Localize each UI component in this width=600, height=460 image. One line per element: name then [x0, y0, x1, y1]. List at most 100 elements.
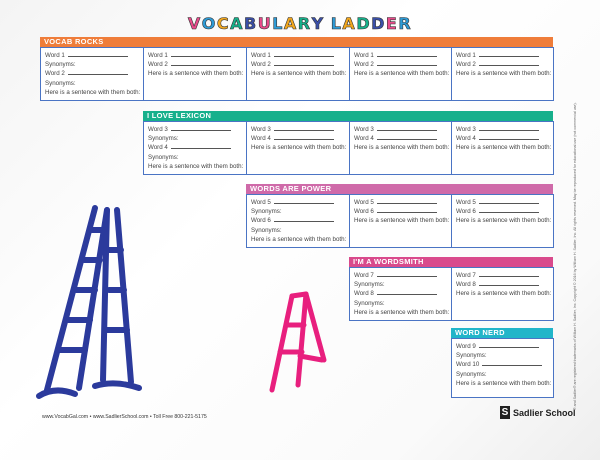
worksheet-cell[interactable]: Word 3 Word 4 Here is a sentence with them… — [451, 121, 554, 175]
title-letter: L — [272, 14, 284, 34]
blank-line[interactable] — [273, 125, 334, 131]
pink-step-ladder-illustration — [269, 291, 327, 393]
word-label: Word 3 — [456, 126, 476, 133]
sadlier-s-icon: S — [500, 406, 510, 419]
worksheet-cell[interactable]: Word 1 Synonyms: Word 2 Synonyms: Here is a … — [40, 47, 144, 101]
worksheet-cell[interactable]: Word 1 Word 2 Here is a sentence with them… — [246, 47, 350, 101]
cell-line: Synonyms: — [354, 299, 447, 308]
blue-ladder-illustration — [36, 205, 142, 399]
blank-line[interactable] — [273, 60, 334, 67]
blank-line[interactable] — [376, 125, 437, 131]
worksheet-cell[interactable]: Word 3 Word 4 Here is a sentence with them… — [246, 121, 350, 175]
blank-line[interactable] — [170, 125, 231, 131]
blank-line[interactable] — [478, 342, 539, 348]
word-label: Word 5 — [456, 199, 476, 206]
cell-line: Word 1 — [148, 51, 242, 60]
title-letter: L — [330, 14, 343, 34]
blank-line[interactable] — [67, 69, 128, 76]
worksheet-cell[interactable]: Word 1 Word 2 Here is a sentence with them… — [349, 47, 452, 101]
blank-line[interactable] — [478, 134, 539, 141]
word-label: Word 1 — [456, 52, 476, 59]
title-letter: A — [230, 14, 244, 34]
sentence-label: Here is a sentence with them both: — [251, 144, 347, 152]
word-label: Word 2 — [354, 61, 374, 69]
cell-line: Word 2 — [148, 60, 242, 69]
cell-line: Word 3 — [148, 125, 242, 134]
brand-name: Sadlier School — [513, 407, 576, 418]
blank-line[interactable] — [376, 271, 437, 277]
word-label: Word 1 — [354, 52, 374, 59]
blank-line[interactable] — [478, 51, 539, 57]
word-label: Word 2 — [456, 61, 476, 69]
worksheet-cell[interactable]: Word 3 Synonyms: Word 4 Synonyms: Here is a … — [143, 121, 247, 175]
synonyms-label: Synonyms: — [45, 79, 76, 87]
blank-line[interactable] — [478, 271, 539, 277]
title-letter: D — [356, 14, 372, 34]
title-letter: B — [244, 14, 258, 34]
word-label: Word 5 — [354, 199, 374, 206]
blank-line[interactable] — [273, 51, 334, 57]
synonyms-label: Synonyms: — [148, 153, 179, 161]
synonyms-label: Synonyms: — [148, 135, 179, 143]
sentence-label: Here is a sentence with them both: — [45, 88, 141, 96]
synonyms-label: Synonyms: — [456, 370, 487, 378]
cell-line: Word 2 — [45, 69, 139, 78]
cell-line: Synonyms: — [148, 153, 242, 162]
blank-line[interactable] — [376, 60, 437, 67]
blank-line[interactable] — [482, 360, 543, 367]
cell-line: Here is a sentence with them both: — [148, 69, 243, 78]
worksheet-cell[interactable]: Word 3 Word 4 Here is a sentence with them… — [349, 121, 452, 175]
cell-line: Here is a sentence with them both: — [251, 69, 346, 78]
blank-line[interactable] — [478, 207, 539, 214]
worksheet-cell[interactable]: Word 5 Word 6 Here is a sentence with them… — [349, 194, 452, 248]
cell-line: Word 5 — [251, 198, 345, 207]
cell-line: Word 1 — [251, 51, 345, 60]
blank-line[interactable] — [170, 143, 231, 150]
cell-line: Word 8 — [456, 280, 549, 289]
cell-line: Word 6 — [456, 207, 549, 216]
blank-line[interactable] — [376, 207, 437, 214]
worksheet-cell[interactable]: Word 5 Synonyms: Word 6 Synonyms: Here is a … — [246, 194, 350, 248]
blank-line[interactable] — [478, 60, 539, 67]
sentence-label: Here is a sentence with them both: — [456, 70, 552, 78]
worksheet-cell[interactable]: Word 7 Synonyms: Word 8 Synonyms: Here is a … — [349, 267, 452, 321]
word-label: Word 3 — [251, 126, 271, 133]
cell-line: Word 4 — [354, 134, 447, 143]
footer-contact: www.VocabGal.com • www.SadlierSchool.com… — [42, 414, 207, 420]
worksheet-cell[interactable]: Word 1 Word 2 Here is a sentence with them… — [143, 47, 247, 101]
page-title: VOCABULARY LADDER — [0, 14, 600, 34]
worksheet-cell[interactable]: Word 5 Word 6 Here is a sentence with them… — [451, 194, 554, 248]
word-label: Word 6 — [456, 208, 476, 216]
blank-line[interactable] — [376, 198, 437, 204]
blank-line[interactable] — [170, 60, 231, 67]
cell-line: Word 7 — [456, 271, 549, 280]
cell-line: Synonyms: — [45, 79, 139, 88]
blank-line[interactable] — [273, 216, 334, 223]
cell-line: Here is a sentence with them both: — [251, 235, 346, 244]
blank-line[interactable] — [478, 280, 539, 287]
blank-line[interactable] — [376, 51, 437, 57]
sentence-label: Here is a sentence with them both: — [456, 217, 552, 225]
cell-line: Synonyms: — [45, 60, 139, 69]
title-letter: R — [398, 14, 413, 34]
synonyms-label: Synonyms: — [354, 299, 385, 307]
worksheet-cell[interactable]: Word 9 Synonyms: Word 10 Synonyms: Here is a… — [451, 338, 554, 398]
blank-line[interactable] — [478, 125, 539, 131]
word-label: Word 2 — [45, 70, 65, 78]
word-label: Word 1 — [251, 52, 271, 59]
cell-line: Here is a sentence with them both: — [354, 308, 449, 317]
blank-line[interactable] — [170, 51, 231, 57]
cell-line: Here is a sentence with them both: — [456, 379, 551, 388]
cell-line: Synonyms: — [148, 134, 242, 143]
cell-line: Word 6 — [354, 207, 447, 216]
blank-line[interactable] — [376, 134, 437, 141]
worksheet-cell[interactable]: Word 7 Word 8 Here is a sentence with them… — [451, 267, 554, 321]
blank-line[interactable] — [273, 198, 334, 204]
sadlier-logo: S Sadlier School — [500, 406, 576, 419]
blank-line[interactable] — [67, 51, 128, 57]
blank-line[interactable] — [273, 134, 334, 141]
blank-line[interactable] — [478, 198, 539, 204]
cell-line: Word 5 — [456, 198, 549, 207]
blank-line[interactable] — [376, 289, 437, 296]
worksheet-cell[interactable]: Word 1 Word 2 Here is a sentence with them… — [451, 47, 554, 101]
